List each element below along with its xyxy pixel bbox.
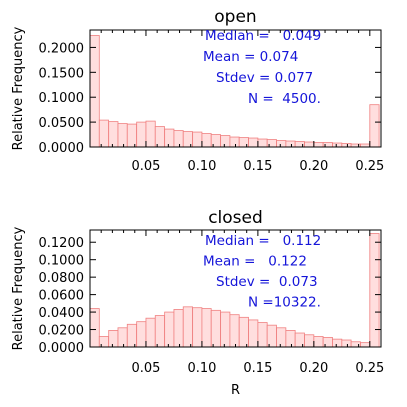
y-tick-label: 0.0600 xyxy=(39,289,85,304)
y-tick-label: 0.1500 xyxy=(39,66,85,81)
y-tick-label: 0.2000 xyxy=(39,41,85,56)
y-tick-label: 0.0500 xyxy=(39,116,85,131)
x-tick-label: 0.15 xyxy=(243,361,272,376)
histogram-bar xyxy=(164,311,175,348)
histogram-bar xyxy=(182,306,193,348)
closed-histogram-panel: closed 0.05 0.10 0.15 0.20 0.25 0.0000 0.0200 0.… xyxy=(11,208,384,398)
histogram-bar xyxy=(192,131,203,148)
x-tick-label: 0.25 xyxy=(355,159,384,174)
histogram-bar xyxy=(117,123,128,148)
histogram-bar xyxy=(257,138,268,148)
x-axis-label: R xyxy=(231,383,240,398)
histogram-bar xyxy=(341,339,352,348)
stats-annotation: N = 4500. xyxy=(248,91,321,107)
histogram-bar xyxy=(145,317,156,348)
histogram-bar xyxy=(164,128,175,148)
histogram-bar xyxy=(285,330,296,348)
histogram-bar xyxy=(332,338,343,348)
histogram-bar xyxy=(154,126,165,148)
x-tick-label: 0.05 xyxy=(131,159,160,174)
histogram-bar xyxy=(341,143,352,148)
y-tick-label: 0.0200 xyxy=(39,324,85,339)
y-tick-label: 0.0000 xyxy=(39,341,85,356)
histogram-bar xyxy=(248,137,259,148)
x-tick-label: 0.20 xyxy=(299,159,328,174)
histogram-bar xyxy=(304,141,315,148)
stats-annotation: Stdev = 0.073 xyxy=(216,274,318,290)
histogram-bar xyxy=(201,308,212,348)
stats-annotation: Median = 0.049 xyxy=(205,28,321,44)
histogram-bar xyxy=(210,309,221,348)
histogram-bar xyxy=(369,104,380,148)
histogram-bar xyxy=(276,140,287,148)
histogram-bar xyxy=(220,311,231,348)
histogram-bar xyxy=(173,309,184,348)
y-tick-label: 0.1200 xyxy=(39,236,85,251)
histogram-bar xyxy=(229,136,240,148)
histogram-bar xyxy=(173,130,184,148)
chart-title: closed xyxy=(208,208,263,228)
x-tick-label: 0.25 xyxy=(355,361,384,376)
histogram-bar xyxy=(98,119,109,148)
histogram-bar xyxy=(89,35,100,148)
histogram-bar xyxy=(248,319,259,348)
y-tick-label: 0.0000 xyxy=(39,141,85,156)
histogram-bar xyxy=(322,336,333,348)
x-tick-label: 0.15 xyxy=(243,159,272,174)
histogram-bar xyxy=(145,120,156,148)
histogram-bar xyxy=(313,142,324,148)
histogram-bar xyxy=(322,142,333,148)
x-tick-label: 0.05 xyxy=(131,361,160,376)
histogram-bar xyxy=(136,121,147,148)
histogram-bar xyxy=(360,342,371,348)
stats-annotation: Stdev = 0.077 xyxy=(216,70,313,86)
y-axis-label: Relative Frequency xyxy=(11,26,26,150)
stats-annotation: Mean = 0.122 xyxy=(203,254,307,270)
x-tick-label: 0.10 xyxy=(187,361,216,376)
histogram-bar xyxy=(126,323,137,348)
y-tick-label: 0.1000 xyxy=(39,91,85,106)
histogram-bar xyxy=(89,308,100,348)
open-histogram-panel: open 0.05 0.10 0.15 0.20 0.25 0.0000 0.0500 0.10… xyxy=(11,7,384,174)
histogram-bar xyxy=(257,322,268,348)
histogram-bar xyxy=(276,327,287,348)
histogram-bar xyxy=(285,140,296,148)
histogram-bar xyxy=(154,315,165,348)
histogram-bar xyxy=(108,121,119,148)
stats-annotation: Median = 0.112 xyxy=(205,233,321,249)
histogram-bar xyxy=(98,336,109,348)
histogram-bar xyxy=(108,330,119,348)
x-tick-label: 0.10 xyxy=(187,159,216,174)
histogram-bar xyxy=(201,133,212,148)
histogram-bar xyxy=(210,134,221,148)
histogram-bar xyxy=(332,142,343,148)
stats-annotation: N =10322. xyxy=(248,295,321,311)
y-tick-label: 0.0800 xyxy=(39,271,85,286)
histogram-bar xyxy=(313,336,324,348)
histogram-bar xyxy=(229,314,240,348)
histogram-bar xyxy=(192,307,203,348)
histogram-bar xyxy=(304,334,315,348)
histogram-bar xyxy=(117,327,128,348)
histogram-bar xyxy=(136,321,147,348)
histogram-bar xyxy=(220,135,231,148)
histogram-bar xyxy=(126,123,137,148)
x-tick-label: 0.20 xyxy=(299,361,328,376)
y-axis-label: Relative Frequency xyxy=(11,226,26,350)
histogram-bar xyxy=(266,139,277,148)
y-tick-label: 0.1000 xyxy=(39,254,85,269)
y-tick-label: 0.0400 xyxy=(39,306,85,321)
stats-annotation: Mean = 0.074 xyxy=(203,49,298,65)
chart-title: open xyxy=(214,7,256,27)
histogram-bar xyxy=(266,324,277,348)
histogram-bar xyxy=(238,316,249,348)
